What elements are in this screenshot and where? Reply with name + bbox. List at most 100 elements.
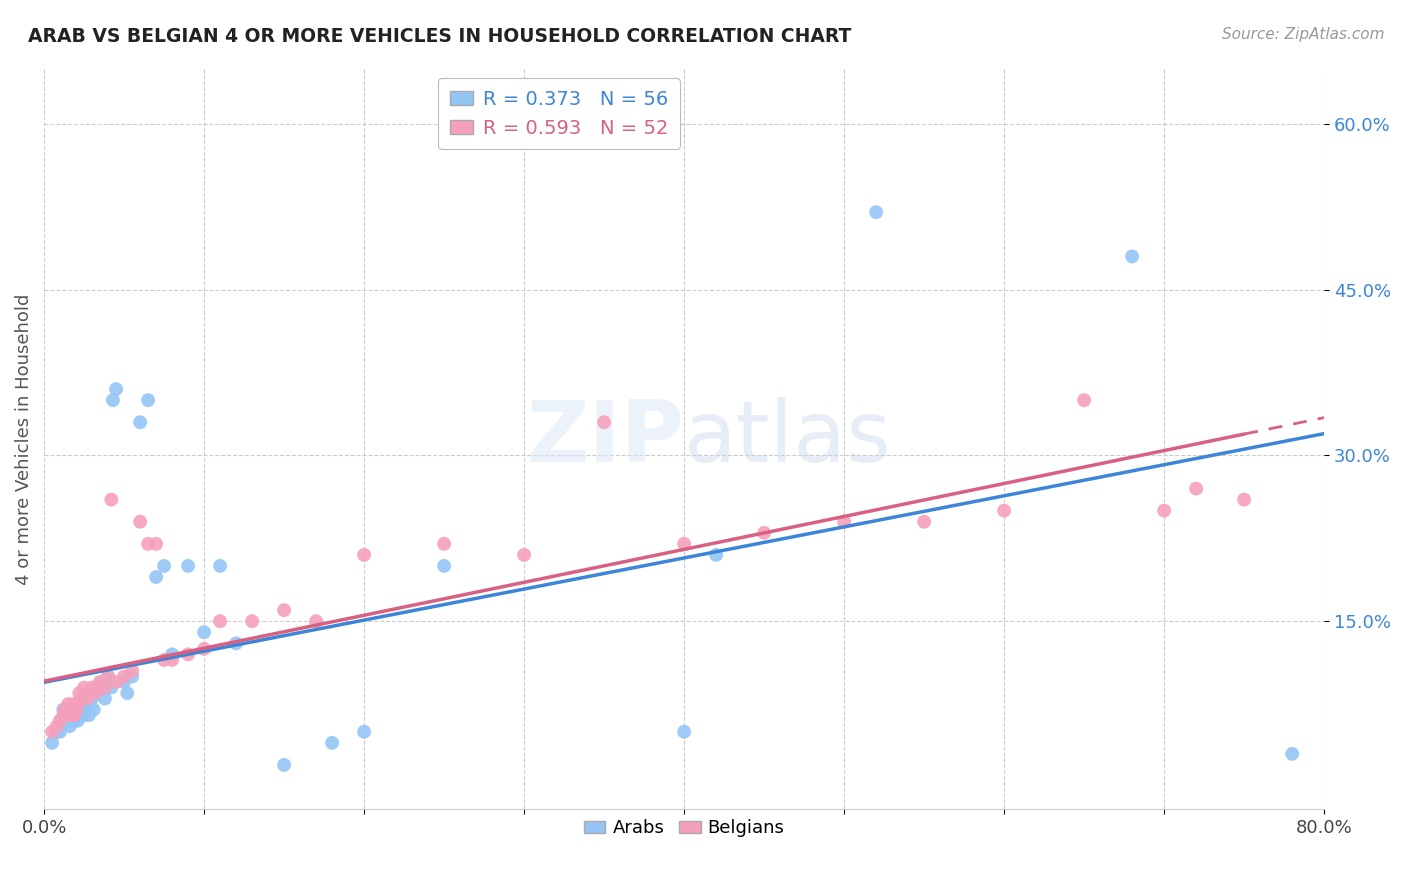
Point (209, 558, 232, 573)
Point (865, 205, 887, 219)
Point (752, 525, 775, 540)
Point (70, 691, 93, 706)
Point (52, 708, 75, 723)
Point (912, 515, 935, 529)
Point (67, 686, 90, 700)
Point (98, 675, 121, 690)
Text: Source: ZipAtlas.com: Source: ZipAtlas.com (1222, 27, 1385, 42)
Point (105, 675, 128, 690)
Point (67, 708, 90, 723)
Text: ARAB VS BELGIAN 4 OR MORE VEHICLES IN HOUSEHOLD CORRELATION CHART: ARAB VS BELGIAN 4 OR MORE VEHICLES IN HO… (28, 27, 852, 45)
Point (513, 548, 536, 562)
Point (59, 703, 82, 717)
Point (65, 708, 87, 723)
Point (63, 714, 86, 728)
Point (121, 664, 143, 678)
Point (673, 537, 696, 551)
Point (1185, 482, 1208, 496)
Point (209, 614, 232, 628)
Point (129, 415, 152, 429)
Point (136, 393, 159, 408)
Point (49, 714, 72, 728)
Point (75, 691, 97, 706)
Point (97, 669, 120, 683)
Point (67, 703, 90, 717)
Point (117, 686, 139, 700)
Point (177, 558, 200, 573)
Point (89, 675, 111, 690)
Point (82, 681, 104, 695)
Point (160, 653, 183, 667)
Point (240, 614, 263, 628)
Point (993, 504, 1015, 518)
Point (353, 548, 375, 562)
Point (41, 736, 63, 750)
Point (72, 697, 94, 711)
Point (94, 691, 117, 706)
Point (84, 686, 107, 700)
Point (101, 393, 124, 408)
Point (41, 724, 63, 739)
Point (77, 708, 100, 723)
Point (177, 648, 200, 662)
Point (83, 703, 105, 717)
Point (70, 691, 93, 706)
Point (193, 625, 215, 640)
Point (305, 614, 328, 628)
Point (1233, 492, 1256, 507)
Point (49, 714, 72, 728)
Point (52, 703, 75, 717)
Point (100, 681, 122, 695)
Text: atlas: atlas (685, 397, 893, 480)
Point (56, 703, 79, 717)
Point (77, 686, 100, 700)
Point (136, 537, 159, 551)
Point (89, 675, 111, 690)
Point (94, 681, 117, 695)
Point (91, 681, 114, 695)
Point (105, 382, 128, 396)
Point (153, 653, 176, 667)
Point (65, 697, 87, 711)
Point (76, 691, 98, 706)
Point (112, 675, 135, 690)
Point (1153, 504, 1175, 518)
Point (84, 686, 107, 700)
Point (60, 708, 83, 723)
Point (82, 691, 104, 706)
Point (62, 697, 84, 711)
Point (56, 714, 79, 728)
Point (86, 681, 108, 695)
Point (49, 724, 72, 739)
Point (97, 669, 120, 683)
Legend: Arabs, Belgians: Arabs, Belgians (576, 812, 792, 845)
Point (153, 558, 176, 573)
Point (193, 641, 215, 656)
Point (60, 708, 83, 723)
Point (55, 708, 77, 723)
Point (1121, 249, 1143, 263)
Point (56, 697, 79, 711)
Point (353, 724, 375, 739)
Point (53, 703, 76, 717)
Point (145, 570, 167, 584)
Point (63, 708, 86, 723)
Point (45, 724, 67, 739)
Point (593, 415, 616, 429)
Point (121, 669, 143, 683)
Point (1073, 393, 1095, 408)
Point (73, 708, 96, 723)
Point (433, 558, 456, 573)
Point (273, 758, 295, 772)
Point (225, 636, 247, 650)
Text: ZIP: ZIP (526, 397, 685, 480)
Point (66, 714, 89, 728)
Point (73, 703, 96, 717)
Point (704, 548, 727, 562)
Point (273, 603, 295, 617)
Point (129, 515, 152, 529)
Point (66, 697, 89, 711)
Point (112, 669, 135, 683)
Point (100, 492, 122, 507)
Point (673, 724, 696, 739)
